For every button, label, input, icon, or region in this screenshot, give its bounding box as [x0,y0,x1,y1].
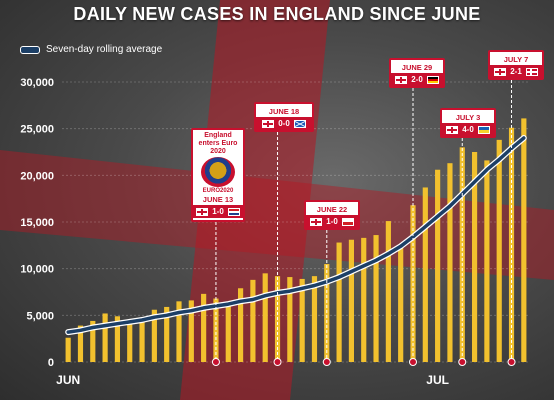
england-flag-icon [310,217,323,226]
callout-score-row: 2-0 [391,73,443,86]
callout-score-row: 0-0 [256,117,312,130]
case-bar [373,235,379,362]
case-bar [521,118,527,363]
callout-score-row: 1-0 [193,205,243,218]
case-bar [225,305,231,362]
legend: Seven-day rolling average [20,44,162,55]
case-bar [262,273,268,362]
callout-june-18: JUNE 18 0-0 [254,102,314,132]
callout-score: 2-1 [510,67,522,76]
case-bar [385,221,391,362]
case-bar [176,301,182,362]
case-bar [361,237,367,362]
croatia-flag-icon [227,207,240,216]
match-marker [273,358,282,366]
callout-heading: England enters Euro 2020 [198,132,238,155]
case-bar [508,127,515,362]
case-bar [213,298,219,362]
callout-june-22: JUNE 22 1-0 [304,200,360,230]
england-flag-icon [446,125,459,134]
case-bar [114,316,121,362]
callout-july-7: JULY 7 2-1 [488,50,544,80]
case-bar [287,277,293,362]
callout-june-13: England enters Euro 2020 EURO2020 JUNE 1… [191,128,245,222]
callout-date: JULY 7 [503,55,529,64]
case-bar [398,245,404,362]
case-bar [90,320,96,362]
callout-score: 1-0 [326,217,338,226]
case-bar [164,306,170,362]
case-bar [299,278,305,362]
case-bar [151,309,157,362]
germany-flag-icon [426,75,439,84]
case-bar [139,318,145,362]
callout-date: JUNE 18 [268,107,300,116]
y-tick-label: 0 [48,357,54,369]
callout-date: JULY 3 [455,113,481,122]
scotland-flag-icon [293,119,306,128]
y-tick-label: 30,000 [20,77,54,89]
euro-2020-logo-text: EURO2020 [202,188,234,194]
callout-score-row: 1-0 [306,215,358,228]
callout-june-29: JUNE 29 2-0 [389,58,445,88]
legend-label: Seven-day rolling average [46,44,163,55]
rolling-average-line [66,136,526,334]
euro-2020-logo [201,157,235,187]
match-marker [322,358,331,366]
legend-swatch [20,45,40,54]
callout-score: 0-0 [278,119,290,128]
case-bar [127,322,133,362]
england-flag-icon [494,67,507,76]
case-bar [471,152,478,362]
case-bar [435,169,441,362]
callout-score: 1-0 [212,207,224,216]
case-bar [336,242,342,362]
y-tick-label: 15,000 [20,217,54,229]
case-bar [237,288,244,362]
match-marker [409,358,417,366]
callout-date: JUNE 13 [202,195,234,204]
england-flag-icon [262,119,275,128]
case-bar [348,239,355,362]
y-tick-label: 10,000 [20,264,54,276]
czech-republic-flag-icon [341,217,354,226]
y-tick-label: 25,000 [20,124,54,136]
case-bar [447,163,453,362]
denmark-flag-icon [525,67,538,76]
y-tick-label: 5,000 [26,310,54,322]
callout-score: 4-0 [462,125,474,134]
match-marker [507,358,516,366]
case-bar [484,160,490,362]
england-flag-icon [395,75,408,84]
ukraine-flag-icon [477,125,490,134]
x-tick-label: JUN [56,373,80,387]
chart-title: DAILY NEW CASES IN ENGLAND SINCE JUNE [73,4,481,24]
case-bar [250,279,256,362]
case-bar [422,187,428,362]
callout-july-3: JULY 3 4-0 [440,108,496,138]
callout-date: JUNE 29 [401,63,433,72]
callout-score-row: 4-0 [442,123,494,136]
case-bar [496,139,502,362]
case-bar [77,325,84,362]
callout-score-row: 2-1 [490,65,542,78]
x-tick-label: JUL [426,373,449,387]
case-bar [65,337,71,362]
callout-score: 2-0 [411,75,423,84]
case-bar [102,313,108,362]
case-bar [188,300,194,362]
y-tick-label: 20,000 [20,170,54,182]
case-bar [201,293,207,362]
match-marker [458,358,467,366]
callout-date: JUNE 22 [316,205,348,214]
england-flag-icon [196,207,209,216]
case-bar [311,276,318,362]
match-marker [211,358,220,366]
